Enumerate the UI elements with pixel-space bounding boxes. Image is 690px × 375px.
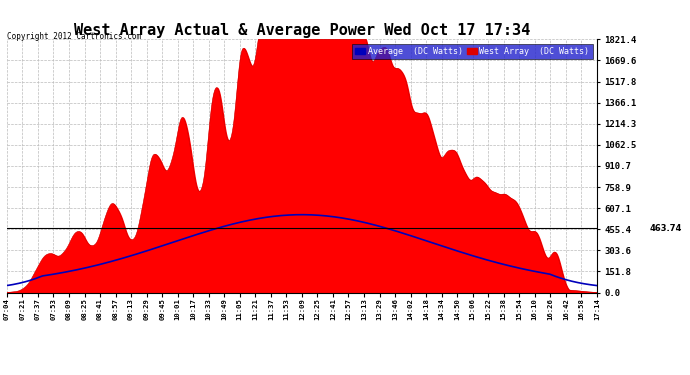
Text: Copyright 2012 Cartronics.com: Copyright 2012 Cartronics.com — [7, 32, 141, 41]
Text: 463.74: 463.74 — [649, 224, 682, 232]
Title: West Array Actual & Average Power Wed Oct 17 17:34: West Array Actual & Average Power Wed Oc… — [74, 23, 530, 38]
Text: 463.74: 463.74 — [0, 224, 1, 232]
Legend: Average  (DC Watts), West Array  (DC Watts): Average (DC Watts), West Array (DC Watts… — [352, 44, 593, 59]
